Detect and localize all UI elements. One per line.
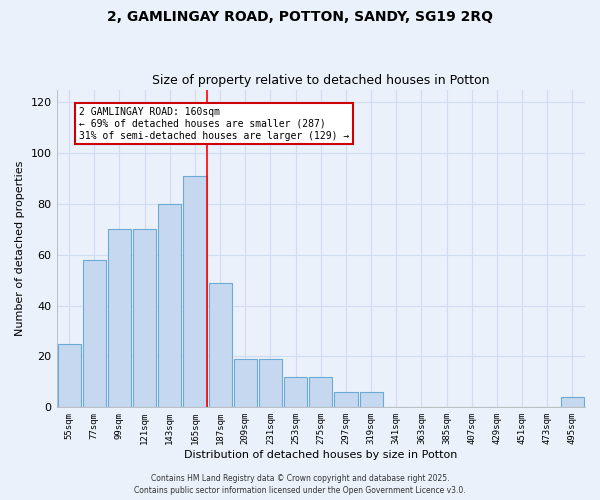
Bar xyxy=(334,392,358,407)
Title: Size of property relative to detached houses in Potton: Size of property relative to detached ho… xyxy=(152,74,490,87)
Bar xyxy=(309,377,332,408)
Bar xyxy=(284,377,307,408)
Text: 2 GAMLINGAY ROAD: 160sqm
← 69% of detached houses are smaller (287)
31% of semi-: 2 GAMLINGAY ROAD: 160sqm ← 69% of detach… xyxy=(79,108,349,140)
Bar xyxy=(58,344,80,408)
Bar xyxy=(234,359,257,408)
Bar xyxy=(158,204,181,408)
Text: 2, GAMLINGAY ROAD, POTTON, SANDY, SG19 2RQ: 2, GAMLINGAY ROAD, POTTON, SANDY, SG19 2… xyxy=(107,10,493,24)
X-axis label: Distribution of detached houses by size in Potton: Distribution of detached houses by size … xyxy=(184,450,457,460)
Bar xyxy=(259,359,282,408)
Text: Contains HM Land Registry data © Crown copyright and database right 2025.
Contai: Contains HM Land Registry data © Crown c… xyxy=(134,474,466,495)
Bar xyxy=(184,176,206,408)
Bar xyxy=(359,392,383,407)
Bar xyxy=(133,230,156,408)
Y-axis label: Number of detached properties: Number of detached properties xyxy=(15,161,25,336)
Bar xyxy=(83,260,106,408)
Bar xyxy=(108,230,131,408)
Bar xyxy=(561,397,584,407)
Bar xyxy=(209,283,232,408)
